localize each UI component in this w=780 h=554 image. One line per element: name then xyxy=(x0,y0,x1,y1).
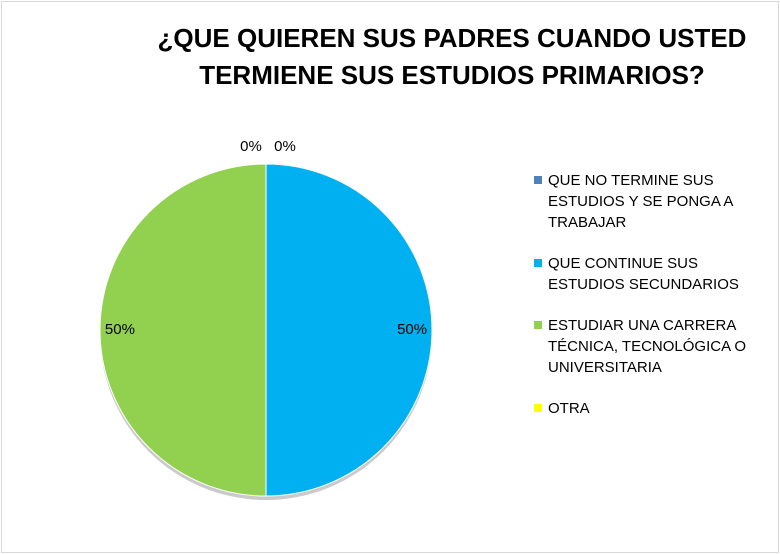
legend-swatch xyxy=(534,404,542,412)
legend-swatch xyxy=(534,176,542,184)
legend-label: OTRA xyxy=(548,400,590,417)
data-label: 50% xyxy=(397,321,427,338)
chart-title: ¿QUE QUIEREN SUS PADRES CUANDO USTED TER… xyxy=(122,20,778,94)
legend-label: ESTUDIAR UNA CARRERA TÉCNICA, TECNOLÓGIC… xyxy=(548,317,747,376)
data-label: 0% xyxy=(240,138,262,155)
legend-label: QUE CONTINUE SUS ESTUDIOS SECUNDARIOS xyxy=(548,255,739,293)
legend: QUE NO TERMINE SUS ESTUDIOS Y SE PONGA A… xyxy=(532,170,770,439)
legend-swatch xyxy=(534,321,542,329)
data-label: 0% xyxy=(274,138,296,155)
legend-item: ESTUDIAR UNA CARRERA TÉCNICA, TECNOLÓGIC… xyxy=(532,315,770,378)
pie-slice xyxy=(99,163,267,497)
legend-item: QUE CONTINUE SUS ESTUDIOS SECUNDARIOS xyxy=(532,253,770,295)
pie-slice xyxy=(265,163,433,497)
title-line: TERMIENE SUS ESTUDIOS PRIMARIOS? xyxy=(199,60,705,90)
title-line: ¿QUE QUIEREN SUS PADRES CUANDO USTED xyxy=(157,23,747,53)
legend-label: QUE NO TERMINE SUS ESTUDIOS Y SE PONGA A… xyxy=(548,172,733,231)
data-label: 50% xyxy=(105,321,135,338)
legend-item: OTRA xyxy=(532,398,770,419)
legend-swatch xyxy=(534,259,542,267)
legend-item: QUE NO TERMINE SUS ESTUDIOS Y SE PONGA A… xyxy=(532,170,770,233)
